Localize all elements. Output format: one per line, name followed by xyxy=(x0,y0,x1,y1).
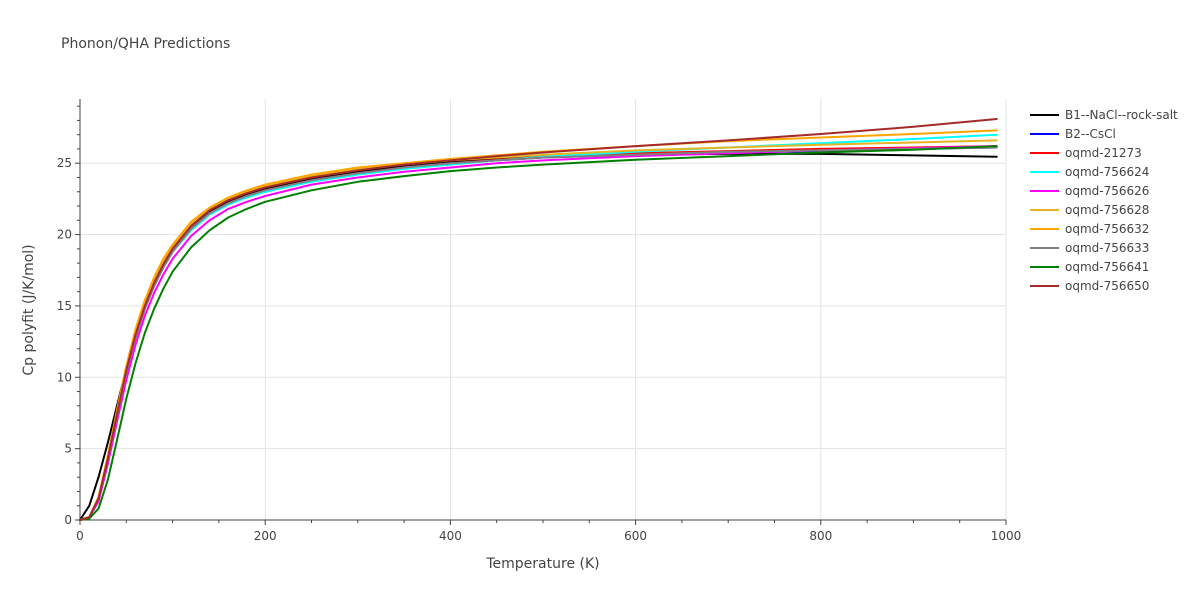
legend-label: oqmd-756624 xyxy=(1065,165,1149,179)
x-tick-label: 200 xyxy=(254,529,277,543)
legend-item[interactable]: oqmd-756628 xyxy=(1030,203,1149,217)
legend-label: oqmd-756626 xyxy=(1065,184,1149,198)
y-tick-label: 25 xyxy=(57,156,72,170)
x-axis-title: Temperature (K) xyxy=(485,556,599,572)
series-line[interactable] xyxy=(79,133,998,521)
series-line[interactable] xyxy=(79,145,998,521)
legend-item[interactable]: oqmd-756626 xyxy=(1030,184,1149,198)
x-tick-label: 400 xyxy=(439,529,462,543)
legend-item[interactable]: oqmd-756650 xyxy=(1030,279,1149,293)
legend-label: B2--CsCl xyxy=(1065,127,1116,141)
legend-item[interactable]: B2--CsCl xyxy=(1030,127,1116,141)
x-tick-label: 600 xyxy=(624,529,647,543)
y-axis-title: Cp polyfit (J/K/mol) xyxy=(21,244,37,375)
grid xyxy=(80,99,1007,520)
legend-label: B1--NaCl--rock-salt xyxy=(1065,108,1178,122)
legend-label: oqmd-756633 xyxy=(1065,241,1149,255)
legend-label: oqmd-756641 xyxy=(1065,260,1149,274)
chart-title: Phonon/QHA Predictions xyxy=(61,36,231,52)
legend-label: oqmd-756650 xyxy=(1065,279,1149,293)
y-tick-label: 5 xyxy=(64,442,72,456)
legend: B1--NaCl--rock-salt B2--CsCl oqmd-21273 oqm… xyxy=(1030,108,1178,293)
x-tick-label: 1000 xyxy=(991,529,1022,543)
legend-item[interactable]: oqmd-756641 xyxy=(1030,260,1149,274)
y-tick-label: 10 xyxy=(57,370,72,384)
legend-item[interactable]: oqmd-756632 xyxy=(1030,222,1149,236)
x-tick-label: 0 xyxy=(76,529,84,543)
legend-item[interactable]: oqmd-21273 xyxy=(1030,146,1142,160)
series-line[interactable] xyxy=(79,145,998,521)
y-tick-label: 20 xyxy=(57,228,72,242)
series-line[interactable] xyxy=(79,129,998,521)
y-tick-label: 15 xyxy=(57,299,72,313)
legend-label: oqmd-756628 xyxy=(1065,203,1149,217)
series-lines xyxy=(79,118,998,521)
legend-item[interactable]: B1--NaCl--rock-salt xyxy=(1030,108,1178,122)
x-tick-label: 800 xyxy=(809,529,832,543)
axes: 0 200 400 600 800 1000 0 5 10 15 20 25 xyxy=(57,99,1022,543)
legend-item[interactable]: oqmd-756633 xyxy=(1030,241,1149,255)
legend-label: oqmd-21273 xyxy=(1065,146,1142,160)
legend-item[interactable]: oqmd-756624 xyxy=(1030,165,1149,179)
legend-label: oqmd-756632 xyxy=(1065,222,1149,236)
series-line[interactable] xyxy=(79,139,998,521)
series-line[interactable] xyxy=(79,118,998,521)
y-tick-label: 0 xyxy=(64,513,72,527)
